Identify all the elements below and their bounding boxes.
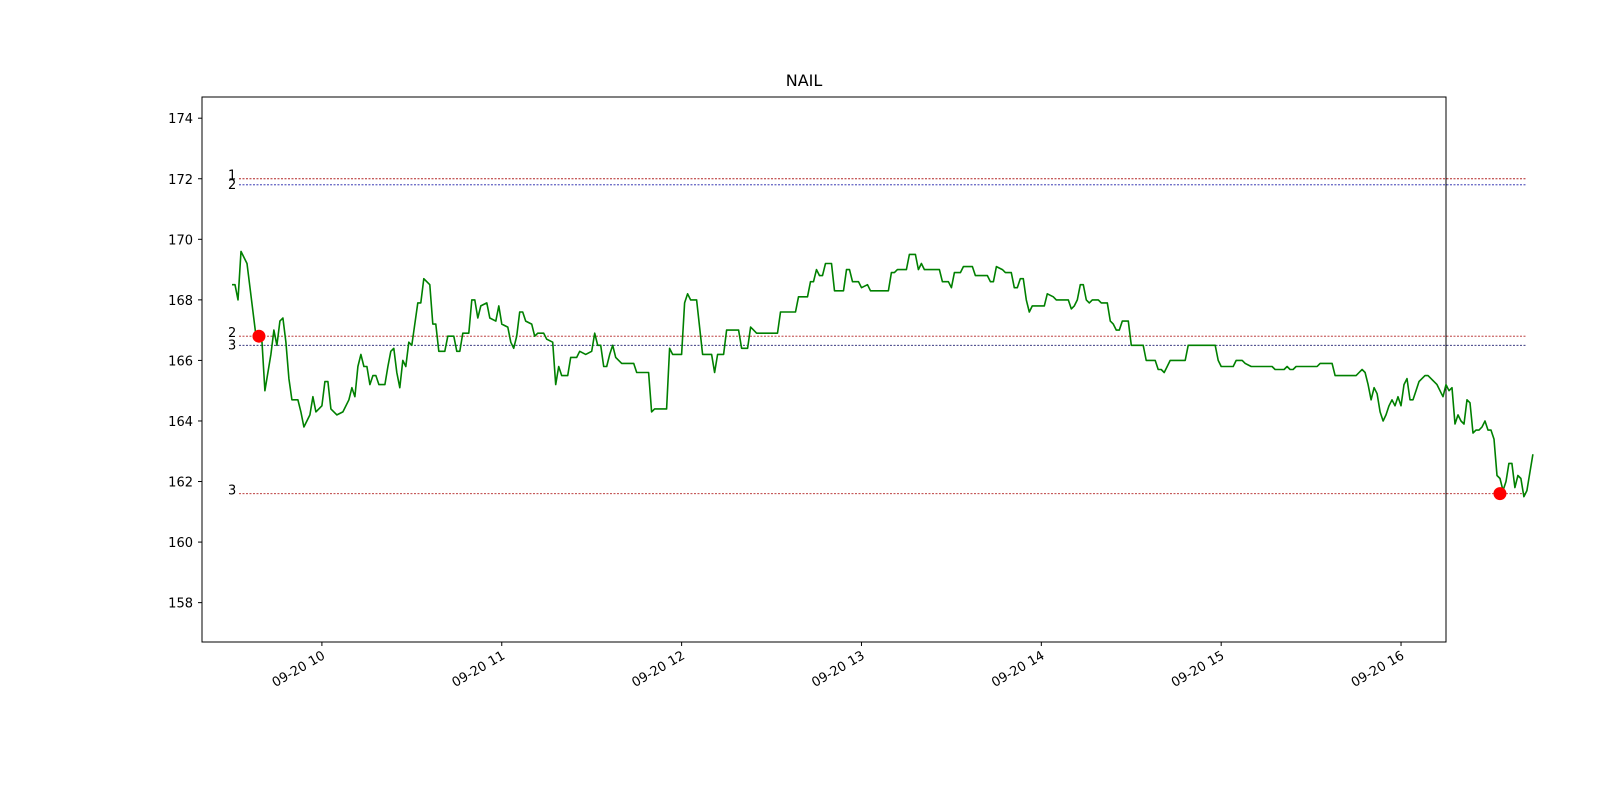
y-tick-label: 174 <box>168 112 193 127</box>
y-tick-label: 160 <box>168 536 193 551</box>
level-label: 1 <box>228 169 236 184</box>
axes-frame <box>201 96 1447 643</box>
marker-point <box>1493 487 1507 501</box>
y-tick-label: 170 <box>168 233 193 248</box>
marker-point <box>252 329 266 343</box>
y-tick-label: 168 <box>168 294 193 309</box>
y-tick-label: 164 <box>168 415 193 430</box>
y-tick-label: 158 <box>168 597 193 612</box>
price-series-line <box>232 250 1534 498</box>
y-tick-label: 172 <box>168 173 193 188</box>
level-label: 3 <box>228 338 236 353</box>
y-tick-label: 162 <box>168 476 193 491</box>
y-tick-label: 166 <box>168 354 193 369</box>
level-label: 3 <box>228 484 236 499</box>
level-label: 2 <box>228 178 236 193</box>
level-label: 2 <box>228 326 236 341</box>
chart-title: NAIL <box>786 71 823 90</box>
